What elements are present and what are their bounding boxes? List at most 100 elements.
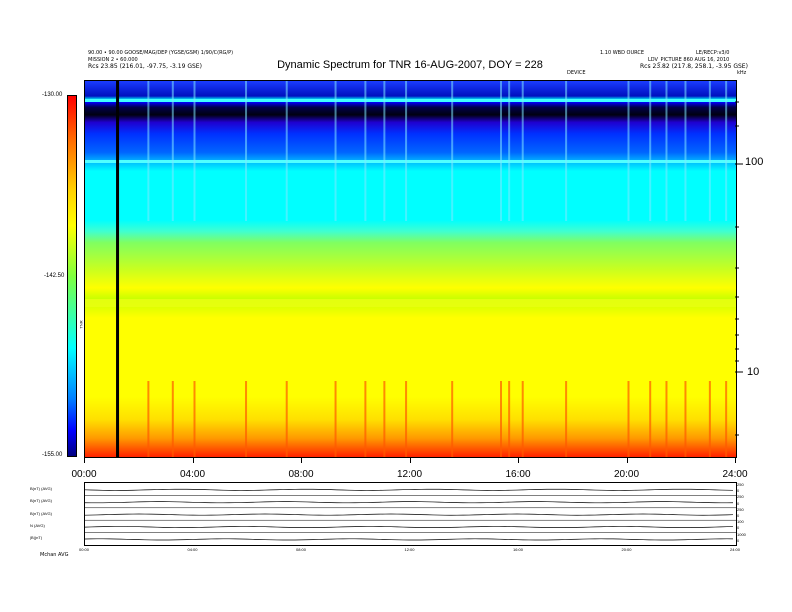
lower-x-tick-1: 04:00	[187, 547, 198, 552]
lower-x-tick-3: 12:00	[404, 547, 415, 552]
spectrogram	[84, 80, 737, 458]
spike-lower-5	[334, 381, 337, 457]
y-axis-ticks	[735, 101, 743, 436]
x-tick-label-2: 08:00	[288, 469, 314, 480]
spike-upper-13	[565, 81, 568, 221]
spike-lower-2	[193, 381, 196, 457]
spike-lower-12	[521, 381, 524, 457]
spike-lower-11	[508, 381, 511, 457]
trace-right-tick-6: 100	[737, 519, 744, 525]
colorbar-tick-top: -130.00	[42, 92, 63, 98]
lower-x-tick-4: 16:00	[512, 547, 524, 552]
spike-upper-1	[171, 81, 174, 221]
spike-upper-3	[245, 81, 248, 221]
trace-label-2: B(nT) (AVG)	[30, 510, 52, 516]
y-tick-100: 100	[745, 156, 764, 168]
colorbar	[67, 95, 77, 457]
trace-label-0: B(nT) (AVG)	[30, 485, 52, 491]
colorbar-label: TNR	[78, 320, 84, 329]
colorbar-tick-bottom: -155.00	[42, 452, 63, 458]
lower-traces	[84, 488, 736, 541]
spike-upper-2	[193, 81, 196, 221]
trace-right-tick-9: 0	[737, 537, 740, 543]
spike-lower-10	[500, 381, 503, 457]
spike-lower-4	[285, 381, 288, 457]
spike-upper-0	[147, 81, 150, 221]
spike-upper-10	[500, 81, 503, 221]
trace-right-tick-5: 0	[737, 513, 740, 518]
spike-upper-18	[708, 81, 711, 221]
trace-right-tick-4: 250	[737, 506, 744, 512]
trace-right-tick-7: 0	[737, 525, 740, 531]
header-line-2: MISSION 2 • 60.000	[88, 57, 138, 63]
spike-upper-16	[665, 81, 668, 221]
x-tick-5	[626, 457, 628, 463]
spike-lower-15	[649, 381, 652, 457]
spectrogram-marks	[116, 81, 728, 457]
spike-lower-18	[708, 381, 711, 457]
bright-band-top	[85, 99, 736, 102]
header-line-3: Rcs 23.85 (216.01, -97.75, -3.19 GSE)	[88, 63, 202, 70]
spike-lower-1	[171, 381, 174, 457]
spike-upper-7	[383, 81, 386, 221]
spike-upper-6	[364, 81, 367, 221]
footer-label: Mchan AVG	[40, 552, 69, 558]
header-line-1: 90.00 • 90.00 GOOSE/MAG/DEP (YGSE/GSM) 1…	[88, 50, 234, 56]
trace-right-tick-1: 0	[737, 488, 740, 494]
spike-upper-9	[451, 81, 454, 221]
x-tick-label-4: 16:00	[505, 469, 531, 480]
trace-line-1	[84, 501, 734, 504]
x-tick-label-0: 00:00	[71, 469, 97, 480]
spike-lower-17	[684, 381, 687, 457]
khz-label: kHz	[737, 70, 747, 76]
trace-label-3: N (AVG)	[30, 522, 45, 528]
yellow-band	[85, 299, 736, 307]
device-label: DEVICE	[567, 70, 586, 76]
spike-upper-8	[405, 81, 408, 221]
header-right-2: LE/RECP:v3/0	[696, 50, 730, 56]
lower-x-tick-5: 20:00	[621, 547, 632, 552]
spike-lower-8	[405, 381, 408, 457]
x-tick-2	[301, 457, 302, 463]
spike-lower-7	[383, 381, 386, 457]
lower-x-tick-0: 00:00	[78, 547, 90, 552]
spike-lower-9	[451, 381, 454, 457]
spike-lower-14	[627, 381, 630, 457]
y-tick-10: 10	[747, 366, 760, 378]
spike-upper-14	[627, 81, 630, 221]
trace-line-2	[84, 513, 734, 516]
x-tick-0	[84, 457, 85, 463]
colorbar-tick-mid: -142.50	[44, 273, 65, 279]
x-tick-label-1: 04:00	[179, 469, 206, 480]
trace-label-1: B(nT) (AVG)	[30, 498, 52, 504]
trace-line-0	[84, 488, 734, 491]
lower-x-tick-6: 24:00	[729, 547, 741, 552]
header-right-3: LDV_PICTURE 860 AUG 16, 2010	[648, 57, 730, 63]
header-right-1: 1.10 WBD OURCE	[600, 50, 645, 56]
data-gap-line	[116, 81, 120, 457]
x-tick-1	[192, 457, 194, 463]
trace-right-tick-8: 1000	[737, 531, 746, 537]
spike-lower-3	[245, 381, 248, 457]
x-tick-label-6: 24:00	[722, 469, 748, 480]
spike-lower-0	[147, 381, 150, 457]
x-tick-3	[409, 457, 411, 463]
spike-upper-17	[684, 81, 687, 221]
spike-upper-5	[334, 81, 337, 221]
trace-label-4: |B|(nT)	[30, 535, 43, 541]
trace-right-tick-0: 250	[737, 482, 744, 487]
trace-right-tick-3: 0	[737, 500, 740, 506]
spike-upper-11	[508, 81, 511, 221]
trace-right-tick-2: 250	[737, 494, 744, 500]
lower-traces-panel	[84, 482, 737, 546]
x-tick-label-5: 20:00	[613, 469, 640, 480]
header-right-4: Rcs 23.82 (217.8, 258.1, -3.95 GSE)	[640, 63, 748, 70]
spike-upper-19	[725, 81, 728, 221]
spike-upper-4	[285, 81, 288, 221]
trace-line-4	[84, 538, 734, 541]
trace-line-3	[84, 526, 734, 528]
x-tick-4	[518, 457, 519, 463]
spike-upper-12	[521, 81, 524, 221]
spike-lower-16	[665, 381, 668, 457]
lower-x-tick-2: 08:00	[295, 547, 307, 552]
